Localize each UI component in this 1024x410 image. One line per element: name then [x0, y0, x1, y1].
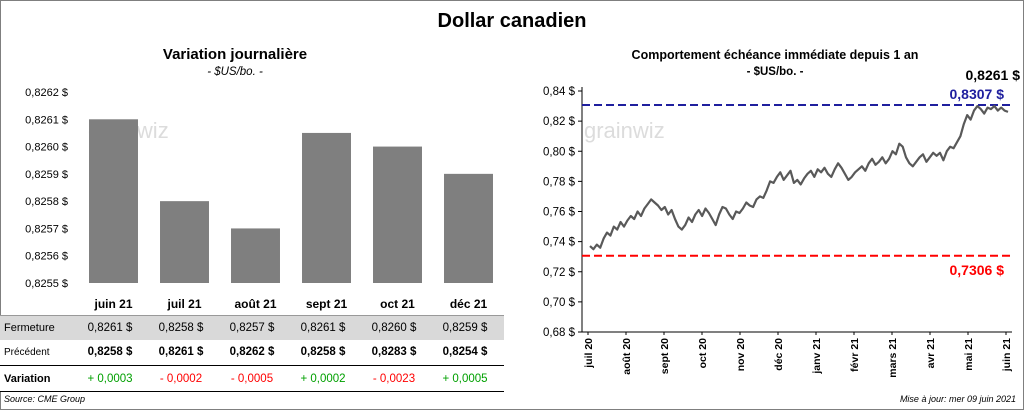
x-tick-label: oct 21 — [380, 297, 415, 311]
variation-cell: - 0,0023 — [372, 373, 416, 385]
table-row-precedent: Précédent 0,8258 $ 0,8261 $ 0,8262 $ 0,8… — [0, 340, 504, 366]
y-tick-label: 0,78 $ — [543, 176, 576, 188]
bar-juin-21 — [89, 119, 138, 284]
variation-cell: + 0,0002 — [300, 373, 346, 385]
lower-line-label: 0,7306 $ — [950, 262, 1005, 278]
x-tick-label: févr 21 — [849, 338, 861, 372]
line-chart-subtitle: - $US/bo. - — [746, 66, 804, 78]
last-value-label: 0,8261 $ — [966, 67, 1021, 83]
x-tick-label: août 21 — [234, 297, 276, 311]
row-label-variation: Variation — [4, 373, 51, 385]
variation-cell: - 0,0005 — [230, 373, 274, 385]
table-row-variation: Variation + 0,0003 - 0,0002 - 0,0005 + 0… — [0, 366, 504, 392]
y-tick-label: 0,8262 $ — [25, 87, 68, 99]
x-tick-label: juil 21 — [166, 297, 201, 311]
x-tick-label: sept 20 — [659, 338, 671, 374]
y-tick-label: 0,8255 $ — [25, 278, 68, 290]
bar-chart-subtitle: - $US/bo. - — [207, 66, 263, 78]
x-tick-label: juin 21 — [93, 297, 132, 311]
y-tick-label: 0,70 $ — [543, 297, 576, 309]
y-tick-label: 0,76 $ — [543, 207, 576, 219]
x-tick-label: juin 21 — [1001, 338, 1013, 372]
row-label-fermeture: Fermeture — [4, 322, 55, 334]
fermeture-cell: 0,8257 $ — [229, 322, 275, 334]
x-tick-label: août 20 — [621, 338, 633, 375]
fermeture-cell: 0,8258 $ — [158, 322, 204, 334]
variation-cell: + 0,0005 — [442, 373, 488, 385]
x-tick-label: mai 21 — [963, 338, 975, 371]
y-tick-label: 0,84 $ — [543, 86, 576, 98]
y-tick-label: 0,72 $ — [543, 267, 576, 279]
bar-déc-21 — [444, 173, 493, 283]
bar-août-21 — [231, 228, 280, 283]
precedent-cell: 0,8262 $ — [229, 346, 275, 358]
y-tick-label: 0,8257 $ — [25, 223, 68, 235]
precedent-cell: 0,8254 $ — [442, 346, 488, 358]
y-tick-label: 0,8259 $ — [25, 169, 68, 181]
x-tick-label: nov 20 — [735, 338, 747, 371]
x-tick-label: sept 21 — [306, 297, 348, 311]
y-tick-label: 0,8256 $ — [25, 251, 68, 263]
x-tick-label: mars 21 — [887, 338, 899, 378]
x-tick-label: déc 21 — [450, 297, 488, 311]
precedent-cell: 0,8258 $ — [300, 346, 346, 358]
line-chart-title: Comportement échéance immédiate depuis 1… — [631, 48, 919, 62]
y-tick-label: 0,68 $ — [543, 327, 576, 339]
row-label-precedent: Précédent — [4, 347, 50, 358]
source-note: Source: CME Group — [4, 394, 86, 404]
fermeture-cell: 0,8259 $ — [442, 322, 488, 334]
x-tick-label: déc 20 — [773, 338, 785, 371]
x-tick-label: oct 20 — [697, 338, 709, 369]
upper-line-label: 0,8307 $ — [950, 86, 1005, 102]
watermark-logo: grainwiz — [584, 118, 665, 143]
y-tick-label: 0,82 $ — [543, 116, 576, 128]
precedent-cell: 0,8283 $ — [371, 346, 417, 358]
y-tick-label: 0,80 $ — [543, 146, 576, 158]
y-tick-label: 0,8260 $ — [25, 142, 68, 154]
update-note: Mise à jour: mer 09 juin 2021 — [899, 394, 1016, 404]
x-tick-label: janv 21 — [811, 338, 823, 375]
fermeture-cell: 0,8261 $ — [300, 322, 346, 334]
table-row-fermeture: Fermeture 0,8261 $ 0,8258 $ 0,8257 $ 0,8… — [0, 315, 504, 341]
bar-sept-21 — [302, 132, 351, 283]
bar-chart-title: Variation journalière — [162, 46, 308, 63]
price-series-line — [589, 104, 1009, 251]
x-tick-label: avr 21 — [925, 338, 937, 369]
y-tick-label: 0,8261 $ — [25, 114, 68, 126]
y-tick-label: 0,74 $ — [543, 237, 576, 249]
precedent-cell: 0,8261 $ — [158, 346, 204, 358]
variation-cell: + 0,0003 — [87, 373, 133, 385]
bar-juil-21 — [160, 201, 209, 283]
y-tick-label: 0,8258 $ — [25, 196, 68, 208]
precedent-cell: 0,8258 $ — [87, 346, 133, 358]
fermeture-cell: 0,8260 $ — [371, 322, 417, 334]
fermeture-cell: 0,8261 $ — [87, 322, 133, 334]
variation-cell: - 0,0002 — [159, 373, 203, 385]
bar-oct-21 — [373, 146, 422, 283]
x-tick-label: juil 20 — [583, 338, 595, 369]
page-title: Dollar canadien — [437, 10, 587, 32]
